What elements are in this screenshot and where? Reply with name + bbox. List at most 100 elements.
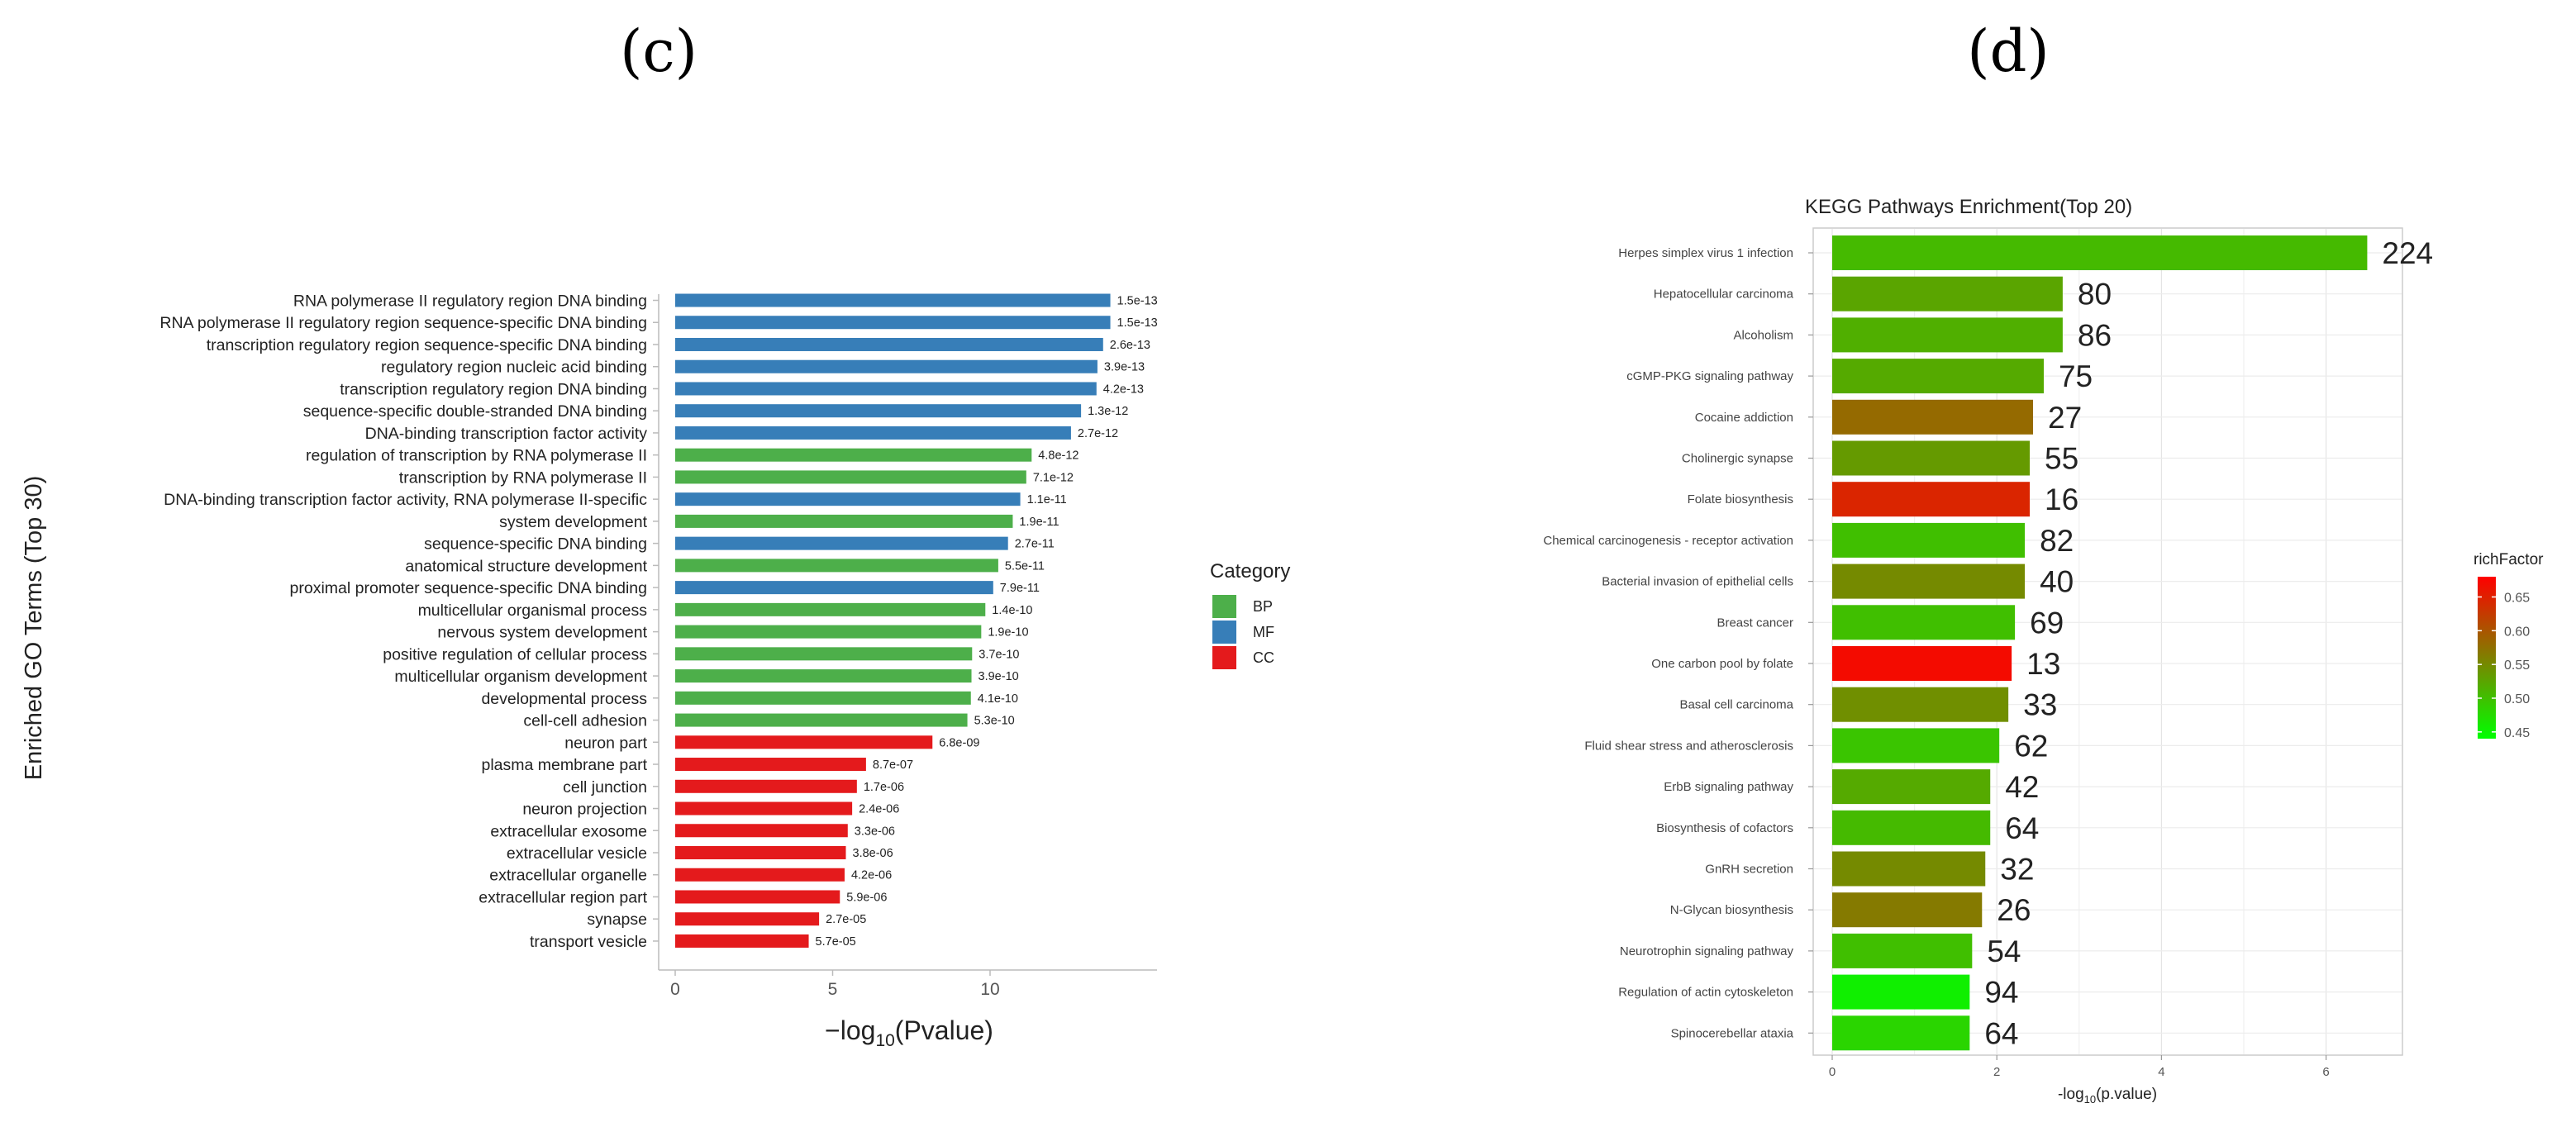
go-enrichment-chart: Enriched GO Terms (Top 30) 1.5e-131.5e-1… (21, 292, 1290, 1051)
go-bar (675, 691, 971, 705)
go-bar (675, 337, 1103, 351)
kegg-term-label: Alcoholism (1733, 328, 1793, 342)
kegg-bar (1832, 440, 2031, 476)
go-bar-pvalue-label: 6.8e-09 (939, 736, 979, 749)
go-term-label: plasma membrane part (481, 756, 647, 774)
go-bar-pvalue-label: 7.1e-12 (1033, 471, 1074, 484)
kegg-count-label: 69 (2030, 606, 2064, 640)
kegg-bar (1832, 728, 2000, 763)
go-bar-pvalue-label: 2.4e-06 (859, 803, 899, 816)
go-bar (675, 669, 972, 683)
kegg-count-label: 40 (2040, 565, 2074, 599)
go-bar (675, 912, 820, 926)
go-bar-pvalue-label: 5.7e-05 (816, 935, 856, 949)
go-bar (675, 293, 1111, 307)
kegg-bar (1832, 482, 2031, 517)
kegg-term-label: One carbon pool by folate (1651, 657, 1793, 671)
go-bar (675, 514, 1013, 528)
go-bar (675, 890, 840, 904)
panel-label-d: (d) (1967, 17, 2049, 85)
kegg-term-label: Basal cell carcinoma (1679, 698, 1793, 712)
go-bar (675, 382, 1097, 396)
kegg-count-label: 16 (2045, 483, 2078, 516)
kegg-term-label: GnRH secretion (1705, 863, 1793, 877)
go-bar (675, 758, 866, 772)
kegg-colorbar-tick-label: 0.55 (2504, 659, 2530, 673)
kegg-count-label: 26 (1997, 893, 2031, 927)
go-term-label: synapse (587, 911, 647, 929)
kegg-count-label: 75 (2059, 359, 2093, 393)
go-bar (675, 625, 982, 639)
kegg-count-label: 42 (2005, 770, 2039, 804)
go-term-label: extracellular exosome (490, 822, 647, 840)
kegg-bar (1832, 317, 2063, 353)
kegg-term-label: Herpes simplex virus 1 infection (1618, 246, 1793, 260)
kegg-colorbar-ticks: 0.45 0.50 0.55 0.60 0.65 (2478, 592, 2530, 740)
kegg-term-label: Bacterial invasion of epithelial cells (1602, 575, 1793, 589)
kegg-bar (1832, 235, 2368, 270)
go-term-label: multicellular organism development (394, 668, 647, 686)
go-term-label: neuron projection (522, 801, 647, 819)
go-bar-pvalue-label: 1.1e-11 (1027, 493, 1067, 506)
go-axes (653, 294, 1157, 971)
go-bar-pvalue-label: 2.7e-05 (826, 913, 866, 926)
kegg-x-tick-label: 4 (2158, 1065, 2164, 1079)
go-legend-swatch (1212, 621, 1236, 644)
go-bar-pvalue-label: 1.9e-10 (988, 626, 1028, 640)
kegg-x-tick-label: 0 (1829, 1065, 1836, 1079)
kegg-term-label: ErbB signaling pathway (1664, 780, 1793, 794)
go-bar (675, 801, 853, 816)
kegg-bar (1832, 810, 1991, 845)
go-term-label: developmental process (481, 690, 647, 708)
go-bar (675, 559, 998, 573)
go-term-label: transcription by RNA polymerase II (399, 468, 647, 487)
kegg-x-tick-label: 6 (2322, 1065, 2329, 1079)
go-bar-pvalue-label: 8.7e-07 (873, 758, 913, 772)
go-bar-pvalue-label: 1.9e-11 (1019, 516, 1059, 529)
kegg-term-label: Regulation of actin cytoskeleton (1618, 986, 1793, 1000)
panel-label-c: (c) (620, 17, 698, 85)
go-bar-pvalue-label: 3.9e-13 (1104, 361, 1145, 374)
go-term-label: regulatory region nucleic acid binding (381, 359, 647, 377)
kegg-colorbar-legend: richFactor 0.45 0.50 0.55 0.60 0.65 (2474, 551, 2544, 740)
go-bar (675, 602, 986, 616)
kegg-count-label: 54 (1987, 934, 2021, 968)
kegg-count-labels: 224 80 86 75 27 55 16 82 40 69 13 33 62 42 64 32 26 54 94 6… (1984, 236, 2433, 1050)
kegg-bar (1832, 892, 1983, 928)
go-y-axis-title: Enriched GO Terms (Top 30) (21, 476, 47, 781)
go-term-label: proximal promoter sequence-specific DNA … (290, 579, 647, 597)
go-bar (675, 824, 848, 838)
kegg-bar (1832, 276, 2063, 311)
go-bar-pvalue-label: 1.4e-10 (992, 604, 1032, 617)
go-term-label: regulation of transcription by RNA polym… (306, 447, 647, 465)
kegg-term-labels: Herpes simplex virus 1 infection Hepatoce… (1543, 246, 1813, 1040)
go-bar (675, 846, 846, 859)
kegg-term-label: Fluid shear stress and atherosclerosis (1584, 739, 1793, 753)
go-term-label: sequence-specific double-stranded DNA bi… (303, 402, 647, 421)
go-bar (675, 448, 1032, 462)
kegg-x-ticks: 0 2 4 6 (1829, 1055, 2330, 1079)
kegg-bar (1832, 687, 2009, 722)
go-term-label: system development (499, 513, 647, 531)
go-term-label: cell junction (563, 778, 647, 797)
go-term-label: multicellular organismal process (418, 602, 648, 620)
go-bar-pvalue-label: 1.5e-13 (1117, 316, 1158, 330)
go-legend-label: BP (1253, 598, 1273, 615)
go-bar (675, 713, 968, 727)
kegg-colorbar-tick-label: 0.65 (2504, 592, 2530, 606)
kegg-bar (1832, 605, 2016, 640)
go-bar-pvalue-label: 2.6e-13 (1110, 339, 1150, 352)
go-bar-pvalue-label: 7.9e-11 (1000, 582, 1040, 595)
kegg-count-label: 80 (2078, 278, 2112, 311)
kegg-term-label: Spinocerebellar ataxia (1671, 1026, 1794, 1040)
go-bar-pvalue-label: 4.8e-12 (1038, 449, 1078, 463)
kegg-x-tick-label: 2 (1993, 1065, 2000, 1079)
go-bar (675, 735, 933, 749)
go-bar (675, 779, 857, 793)
kegg-bar (1832, 933, 1973, 968)
go-bar (675, 359, 1098, 373)
kegg-bars (1832, 235, 2368, 1051)
go-term-label: DNA-binding transcription factor activit… (164, 491, 647, 509)
go-term-label: extracellular vesicle (507, 844, 647, 863)
kegg-count-label: 33 (2023, 688, 2057, 722)
